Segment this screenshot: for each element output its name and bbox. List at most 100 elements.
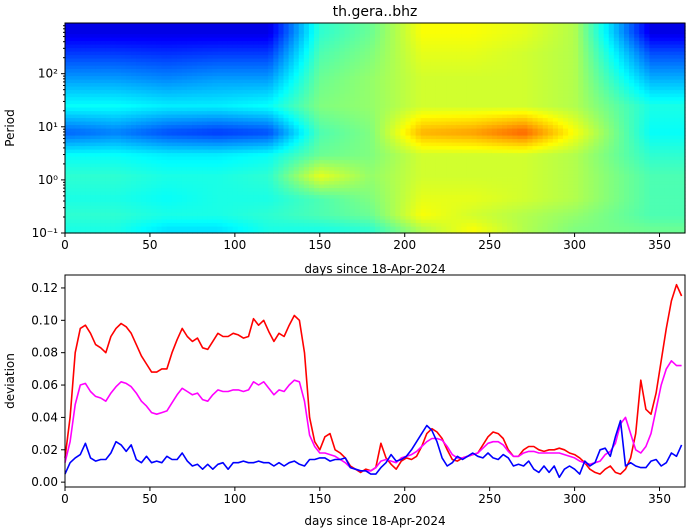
heatmap-cell [161,145,168,150]
heatmap-cell [425,222,432,227]
heatmap-cell [390,208,396,213]
heatmap-cell [278,205,285,210]
heatmap-cell [141,107,147,112]
heatmap-cell [156,205,163,210]
heatmap-cell [70,72,76,77]
heatmap-cell [181,166,188,171]
heatmap-cell [400,117,407,122]
heatmap-cell [263,201,269,206]
heatmap-cell [476,79,483,84]
heatmap-cell [273,44,280,49]
heatmap-cell [141,65,147,70]
heatmap-cell [151,222,158,227]
heatmap-cell [263,89,269,94]
heatmap-cell [369,44,376,49]
heatmap-cell [227,180,234,185]
heatmap-cell [247,128,254,133]
heatmap-cell [212,37,219,42]
heatmap-cell [466,145,473,150]
heatmap-cell [186,149,193,154]
heatmap-cell [349,222,356,227]
heatmap-cell [390,128,396,133]
heatmap-cell [456,128,462,133]
heatmap-cell [120,156,127,161]
heatmap-cell [308,156,315,161]
heatmap-cell [456,51,462,56]
heatmap-cell [166,100,173,105]
heatmap-cell [151,65,158,70]
heatmap-cell [222,107,229,112]
heatmap-cell [400,26,407,31]
heatmap-cell [156,128,163,133]
heatmap-cell [227,131,234,136]
heatmap-cell [120,107,127,112]
heatmap-cell [253,114,259,119]
heatmap-cell [100,205,107,210]
heatmap-cell [80,229,86,234]
heatmap-cell [105,219,112,224]
heatmap-cell [415,138,422,143]
heatmap-cell [181,187,188,192]
heatmap-cell [283,61,290,66]
heatmap-cell [369,121,376,126]
heatmap-cell [400,159,407,164]
heatmap-cell [176,61,183,66]
heatmap-cell [430,212,437,217]
heatmap-cell [303,191,310,196]
heatmap-cell [395,170,402,175]
heatmap-cell [186,58,193,63]
heatmap-cell [324,191,330,196]
heatmap-cell [232,222,239,227]
heatmap-cell [212,173,219,178]
heatmap-cell [146,163,152,168]
heatmap-cell [410,184,417,189]
heatmap-cell [222,86,229,91]
heatmap-cell [420,47,427,52]
heatmap-cell [283,229,290,234]
heatmap-cell [95,159,102,164]
heatmap-cell [441,72,447,77]
heatmap-cell [258,79,264,84]
heatmap-cell [425,208,432,213]
heatmap-cell [156,44,163,49]
heatmap-cell [456,170,462,175]
heatmap-cell [405,61,412,66]
heatmap-cell [115,191,122,196]
heatmap-cell [166,212,173,217]
heatmap-cell [222,194,229,199]
heatmap-cell [181,170,188,175]
heatmap-cell [110,226,117,231]
heatmap-cell [303,128,310,133]
heatmap-cell [380,121,386,126]
heatmap-cell [253,166,259,171]
heatmap-cell [242,138,249,143]
heatmap-cell [415,229,422,234]
heatmap-cell [197,163,203,168]
heatmap-cell [156,138,163,143]
heatmap-cell [395,142,402,147]
heatmap-cell [395,229,402,234]
heatmap-cell [369,30,376,35]
heatmap-cell [288,96,295,101]
heatmap-cell [192,75,198,80]
heatmap-cell [303,124,310,129]
heatmap-cell [171,100,178,105]
heatmap-cell [385,44,391,49]
heatmap-cell [385,222,391,227]
heatmap-cell [131,47,137,52]
heatmap-cell [171,23,178,28]
heatmap-cell [90,26,97,31]
heatmap-cell [476,72,483,77]
heatmap-cell [486,226,493,231]
heatmap-cell [227,79,234,84]
heatmap-cell [120,229,127,234]
heatmap-cell [192,117,198,122]
heatmap-cell [237,205,244,210]
heatmap-cell [197,173,203,178]
heatmap-cell [385,191,391,196]
heatmap-cell [481,117,488,122]
heatmap-cell [131,219,137,224]
heatmap-cell [430,135,437,140]
heatmap-cell [186,26,193,31]
heatmap-cell [400,96,407,101]
